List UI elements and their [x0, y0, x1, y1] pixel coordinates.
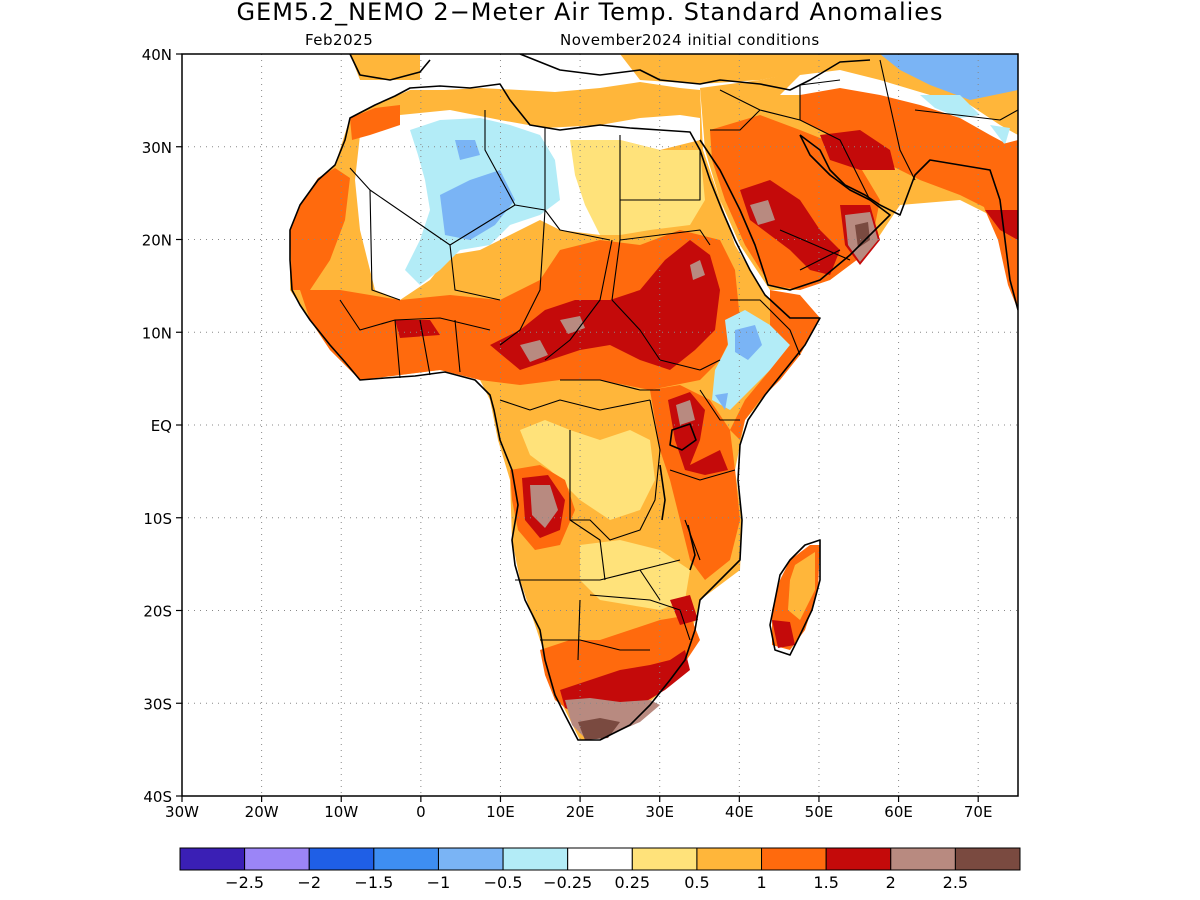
init-conditions-label: November2024 initial conditions	[560, 31, 820, 49]
ethiopia-cool-mid	[715, 325, 762, 410]
lat-tick-label: 20N	[142, 232, 172, 250]
lon-tick-label: 10W	[324, 803, 358, 821]
map-plot-area	[182, 54, 1018, 796]
sahel-hot-band	[395, 240, 720, 370]
med-coast-neutral	[545, 115, 700, 150]
lon-tick-label: 20E	[566, 803, 595, 821]
colorbar-label: 2	[886, 873, 896, 892]
coastlines	[289, 54, 1018, 741]
east-africa-warm	[650, 385, 740, 580]
lat-tick-label: 10S	[143, 510, 172, 528]
colorbar-label: −1	[427, 873, 451, 892]
colorbar-label: −0.25	[543, 873, 592, 892]
india-hot	[985, 210, 1018, 240]
madagascar-coast	[769, 539, 821, 656]
colorbar-swatch	[244, 847, 310, 871]
lon-tick-label: 70E	[964, 803, 993, 821]
anomaly-shading	[290, 54, 1018, 740]
lat-tick-label: EQ	[151, 417, 172, 435]
lon-tick-label: 50E	[805, 803, 834, 821]
central-africa-light	[520, 420, 655, 520]
lake-victoria	[669, 423, 697, 451]
lon-tick-label: 30E	[645, 803, 674, 821]
lake-tanganyika	[659, 464, 666, 521]
lat-tick-label: 40S	[143, 788, 172, 806]
country-borders	[339, 59, 1018, 661]
lon-tick-label: 40E	[725, 803, 754, 821]
iran-cool	[880, 54, 1018, 100]
colorbar-label: 0.5	[684, 873, 709, 892]
colorbar-swatch	[437, 847, 504, 871]
east-africa-extreme	[676, 400, 695, 425]
colorbar-swatch	[502, 847, 569, 871]
colorbar-label: −2	[297, 873, 321, 892]
colorbar-swatch	[954, 847, 1021, 871]
lat-tick-label: 10N	[142, 324, 172, 342]
colorbar-label: −1.5	[354, 873, 393, 892]
colorbar-swatch	[696, 847, 763, 871]
colorbar-label: −0.5	[484, 873, 523, 892]
colorbar-swatch	[890, 847, 956, 871]
graticule	[182, 54, 1018, 796]
red-sea-east-coast	[699, 134, 891, 291]
lon-tick-label: 30W	[165, 803, 199, 821]
colorbar-label: 1	[756, 873, 766, 892]
lat-tick-label: 20S	[143, 603, 172, 621]
libya-light	[570, 140, 705, 235]
latitude-axis: 40N 30N 20N 10N EQ 10S 20S 30S 40S	[142, 46, 182, 806]
arabia-extreme	[750, 200, 878, 262]
nw-coast-warm	[290, 105, 400, 290]
colorbar-swatch	[631, 847, 698, 871]
colorbar-label: 1.5	[813, 873, 838, 892]
colorbar: −2.5 −2 −1.5 −1 −0.5 −0.25 0.25 0.5 1 1.5 2 2.5	[179, 847, 1021, 892]
map-title: GEM5.2_NEMO 2−Meter Air Temp. Standard A…	[236, 0, 943, 26]
colorbar-swatch	[825, 847, 892, 871]
iran-cool-light	[920, 95, 1010, 145]
colorbar-swatch	[308, 847, 375, 871]
southern-africa-light	[580, 540, 690, 610]
colorbar-swatch	[373, 847, 439, 871]
lake-malawi	[687, 524, 696, 571]
lat-tick-label: 30N	[142, 139, 172, 157]
southern-africa-hot	[560, 595, 698, 714]
sahel-extreme-patches	[520, 260, 705, 362]
lat-tick-label: 30S	[143, 695, 172, 713]
colorbar-swatch	[179, 847, 246, 871]
madagascar-light	[788, 552, 815, 620]
gulf-coast	[799, 134, 1018, 311]
madagascar-hot	[772, 620, 795, 648]
lon-tick-label: 0	[416, 803, 426, 821]
horn-warm	[730, 290, 820, 440]
valid-month-label: Feb2025	[305, 31, 373, 49]
colorbar-swatch	[567, 847, 633, 871]
colorbar-label: 2.5	[943, 873, 968, 892]
lon-tick-label: 20W	[245, 803, 279, 821]
lat-tick-label: 40N	[142, 46, 172, 64]
med-north-coast	[519, 54, 871, 91]
colorbar-label: −2.5	[225, 873, 264, 892]
africa-coast	[289, 83, 821, 741]
lon-tick-label: 60E	[884, 803, 913, 821]
sahara-cool-mid	[440, 140, 515, 240]
lon-tick-label: 10E	[486, 803, 515, 821]
colorbar-label: 0.25	[614, 873, 650, 892]
longitude-axis: 30W 20W 10W 0 10E 20E 30E 40E 50E 60E 70E	[165, 796, 992, 821]
iberia-coast	[349, 54, 431, 81]
colorbar-swatch	[761, 847, 827, 871]
ethiopia-cool	[712, 310, 790, 410]
